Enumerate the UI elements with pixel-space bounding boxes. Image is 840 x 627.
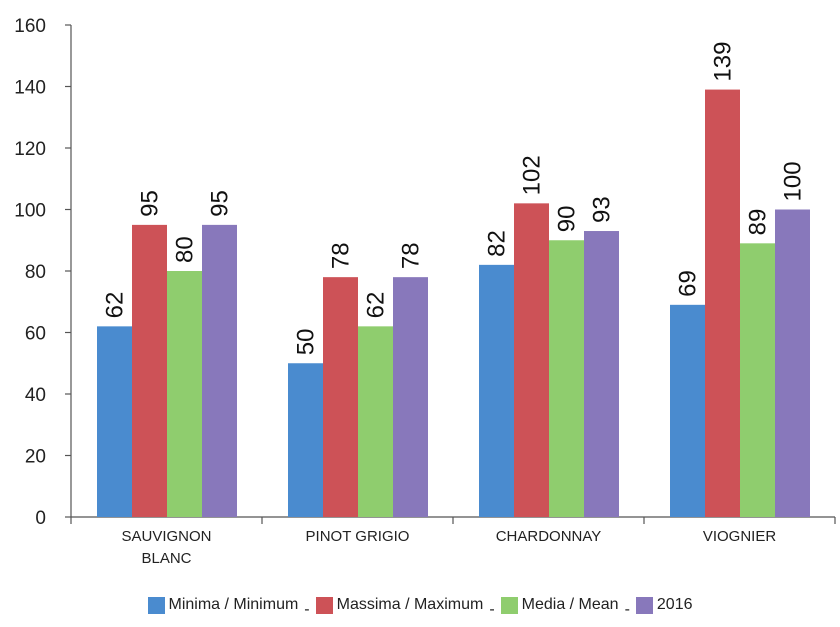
data-label: 89 [745, 209, 772, 236]
legend-separator: - [489, 600, 495, 618]
y-tick-label: 140 [14, 78, 46, 99]
legend-label: 2016 [656, 596, 693, 613]
bar [670, 304, 705, 517]
bar [202, 224, 237, 517]
data-label: 139 [710, 42, 737, 82]
data-label: 80 [172, 236, 199, 263]
data-label: 102 [519, 155, 546, 195]
data-label: 93 [589, 196, 616, 223]
legend-item: Minima / Minimum [147, 596, 299, 614]
x-axis: SAUVIGNON BLANC PINOT GRIGIO CHARDONNAY VIOG… [70, 516, 836, 567]
data-labels: 62 50 82 69 95 78 102 139 80 62 90 89 95 78 93 100 [102, 42, 807, 356]
legend-separator: - [624, 600, 630, 618]
y-tick-label: 100 [14, 201, 46, 222]
bar [167, 271, 202, 517]
bar [705, 89, 740, 517]
category-label: PINOT GRIGIO [306, 528, 410, 545]
legend-swatch [147, 596, 165, 614]
bar [479, 264, 514, 517]
category-label-line: VIOGNIER [703, 528, 777, 545]
data-label: 78 [328, 242, 355, 269]
legend-item: Massima / Maximum [315, 596, 484, 614]
y-tick-label: 20 [25, 447, 46, 468]
data-label: 95 [207, 190, 234, 217]
bar [584, 231, 619, 517]
legend-label: Media / Mean [521, 596, 619, 613]
legend-swatch [500, 596, 518, 614]
bars [97, 89, 810, 517]
bar [393, 277, 428, 517]
legend-swatch [315, 596, 333, 614]
bar [323, 277, 358, 517]
bar [549, 240, 584, 517]
y-tick-label: 40 [25, 385, 46, 406]
y-tick-label: 120 [14, 139, 46, 160]
data-label: 78 [398, 242, 425, 269]
category-label-line: CHARDONNAY [496, 528, 602, 545]
data-label: 62 [363, 292, 390, 319]
bar [97, 326, 132, 517]
y-tick-label: 80 [25, 262, 46, 283]
data-label: 100 [780, 161, 807, 201]
data-label: 90 [554, 206, 581, 233]
category-label-line: PINOT GRIGIO [306, 528, 410, 545]
legend: Minima / Minimum - Massima / Maximum - Media… [0, 596, 840, 619]
y-tick-label: 60 [25, 324, 46, 345]
bar-chart: 0 20 40 60 80 100 120 140 160 SAUVIGNON BLANC PINO… [14, 16, 836, 567]
bar [775, 209, 810, 517]
data-label: 50 [293, 329, 320, 356]
y-axis: 0 20 40 60 80 100 120 140 160 [14, 16, 72, 529]
category-label-line: BLANC [141, 550, 191, 567]
legend-label: Massima / Maximum [336, 596, 484, 613]
y-tick-label: 160 [14, 16, 46, 37]
bar [358, 326, 393, 517]
bar [288, 363, 323, 517]
category-label: CHARDONNAY [496, 528, 602, 545]
data-label: 69 [675, 270, 702, 297]
category-label: SAUVIGNON BLANC [121, 528, 211, 567]
bar [514, 203, 549, 517]
legend-label: Minima / Minimum [168, 596, 299, 613]
legend-item: 2016 [635, 596, 693, 614]
legend-swatch [635, 596, 653, 614]
legend-item: Media / Mean [500, 596, 619, 614]
bar [132, 224, 167, 517]
data-label: 82 [484, 230, 511, 257]
data-label: 95 [137, 190, 164, 217]
bar [740, 243, 775, 517]
data-label: 62 [102, 292, 129, 319]
category-label-line: SAUVIGNON [121, 528, 211, 545]
category-label: VIOGNIER [703, 528, 777, 545]
legend-separator: - [304, 600, 310, 618]
y-tick-label: 0 [35, 508, 46, 529]
